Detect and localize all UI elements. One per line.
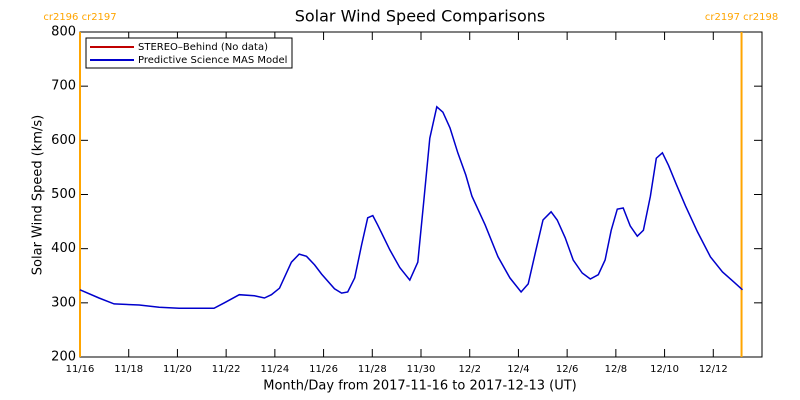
legend-label: STEREO–Behind (No data) bbox=[138, 42, 268, 53]
y-axis-label: Solar Wind Speed (km/s) bbox=[31, 115, 46, 275]
x-tick-label: 11/22 bbox=[212, 364, 241, 375]
x-tick-label: 12/4 bbox=[507, 364, 529, 375]
x-tick-label: 12/2 bbox=[458, 364, 480, 375]
legend-label: Predictive Science MAS Model bbox=[138, 55, 287, 66]
x-tick-label: 12/6 bbox=[556, 364, 578, 375]
y-tick-label: 200 bbox=[51, 350, 76, 365]
y-tick-label: 700 bbox=[51, 79, 76, 94]
x-tick-label: 12/8 bbox=[605, 364, 627, 375]
series-line bbox=[79, 105, 744, 310]
x-tick-label: 11/18 bbox=[114, 364, 143, 375]
y-tick-label: 800 bbox=[51, 25, 76, 40]
x-tick-label: 11/26 bbox=[309, 364, 338, 375]
chart-title: Solar Wind Speed Comparisons bbox=[295, 7, 546, 26]
x-tick-label: 11/16 bbox=[66, 364, 95, 375]
carrington-label: cr2196 cr2197 bbox=[43, 12, 116, 23]
y-tick-label: 600 bbox=[51, 133, 76, 148]
x-tick-label: 11/30 bbox=[407, 364, 436, 375]
legend-box bbox=[85, 37, 293, 69]
x-tick-label: 11/24 bbox=[260, 364, 289, 375]
y-tick-label: 400 bbox=[51, 241, 76, 256]
x-tick-label: 12/10 bbox=[650, 364, 679, 375]
carrington-label: cr2197 cr2198 bbox=[705, 12, 778, 23]
y-tick-label: 500 bbox=[51, 187, 76, 202]
x-tick-label: 11/28 bbox=[358, 364, 387, 375]
x-tick-label: 11/20 bbox=[163, 364, 192, 375]
x-tick-label: 12/12 bbox=[699, 364, 728, 375]
x-axis-label: Month/Day from 2017-11-16 to 2017-12-13 … bbox=[263, 379, 576, 394]
y-tick-label: 300 bbox=[51, 295, 76, 310]
